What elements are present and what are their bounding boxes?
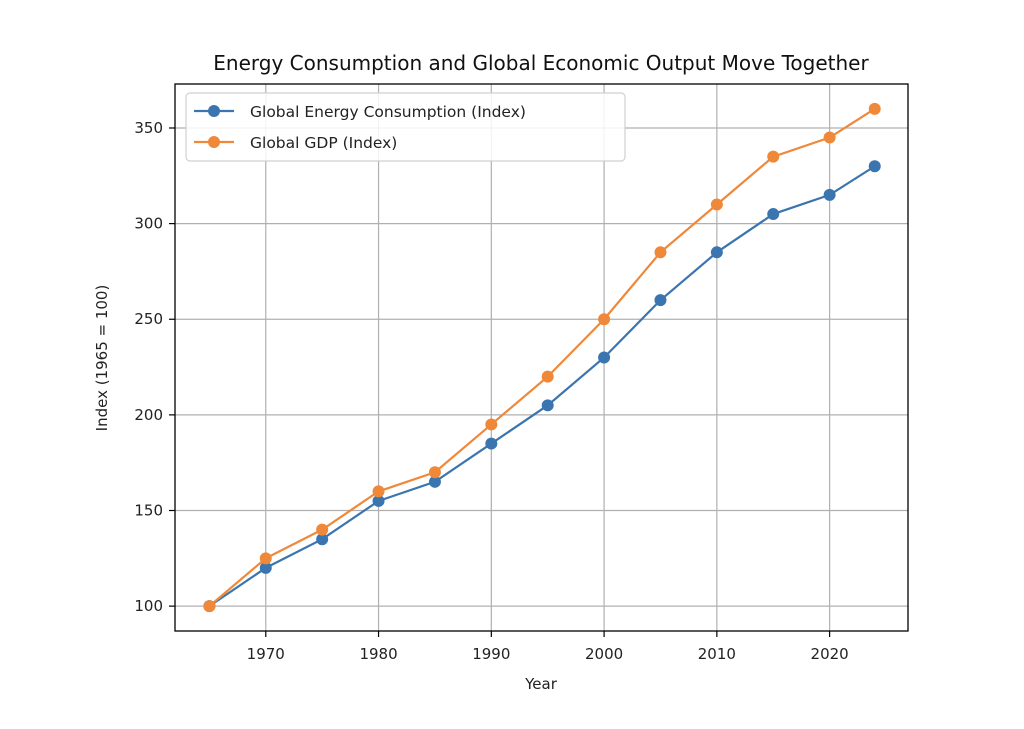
- data-point: [598, 351, 611, 364]
- legend-item: Global GDP (Index): [194, 134, 397, 152]
- x-tick-label: 1970: [247, 645, 285, 663]
- data-point: [598, 313, 611, 326]
- y-tick-label: 150: [134, 502, 163, 520]
- x-tick-label: 1980: [359, 645, 397, 663]
- data-point: [259, 561, 272, 574]
- legend-marker: [208, 136, 220, 148]
- x-axis-label: Year: [524, 675, 558, 693]
- data-point: [485, 437, 498, 450]
- x-tick-label: 2000: [585, 645, 623, 663]
- data-point: [316, 523, 329, 536]
- data-point: [654, 294, 667, 307]
- x-tick-label: 2020: [811, 645, 849, 663]
- data-point: [654, 246, 667, 259]
- legend-label: Global Energy Consumption (Index): [250, 103, 526, 121]
- y-tick-label: 100: [134, 597, 163, 615]
- y-tick-label: 200: [134, 406, 163, 424]
- data-point: [428, 466, 441, 479]
- legend: Global Energy Consumption (Index) Global …: [185, 92, 626, 162]
- data-point: [485, 418, 498, 431]
- legend-label: Global GDP (Index): [250, 134, 397, 152]
- data-point: [541, 370, 554, 383]
- legend-marker: [208, 105, 220, 117]
- data-point: [710, 246, 723, 259]
- series-0: [203, 160, 881, 613]
- data-point: [372, 494, 385, 507]
- data-point: [823, 188, 836, 201]
- y-tick-label: 300: [134, 215, 163, 233]
- data-point: [868, 102, 881, 115]
- series-line: [208, 107, 876, 607]
- data-point: [823, 131, 836, 144]
- legend-box: [185, 92, 626, 162]
- chart-title: Energy Consumption and Global Economic O…: [213, 51, 869, 75]
- data-point: [372, 485, 385, 498]
- data-point: [541, 399, 554, 412]
- data-point: [428, 475, 441, 488]
- series-layer: [203, 102, 881, 613]
- data-point: [868, 160, 881, 173]
- y-axis-label: Index (1965 = 100): [93, 285, 111, 432]
- data-point: [316, 533, 329, 546]
- data-point: [259, 552, 272, 565]
- data-point: [767, 150, 780, 163]
- x-tick-label: 2010: [698, 645, 736, 663]
- legend-item: Global Energy Consumption (Index): [194, 103, 526, 121]
- series-line: [208, 165, 876, 608]
- data-point: [710, 198, 723, 211]
- series-1: [203, 102, 881, 613]
- axes-frame: [174, 83, 909, 632]
- y-tick-label: 250: [134, 310, 163, 328]
- data-point: [203, 600, 216, 613]
- data-point: [767, 208, 780, 221]
- y-tick-label: 350: [134, 119, 163, 137]
- x-tick-label: 1990: [472, 645, 510, 663]
- ticks: 1970 1980 1990 2000 2010 2020 100 150 200 250 300 3…: [134, 119, 848, 663]
